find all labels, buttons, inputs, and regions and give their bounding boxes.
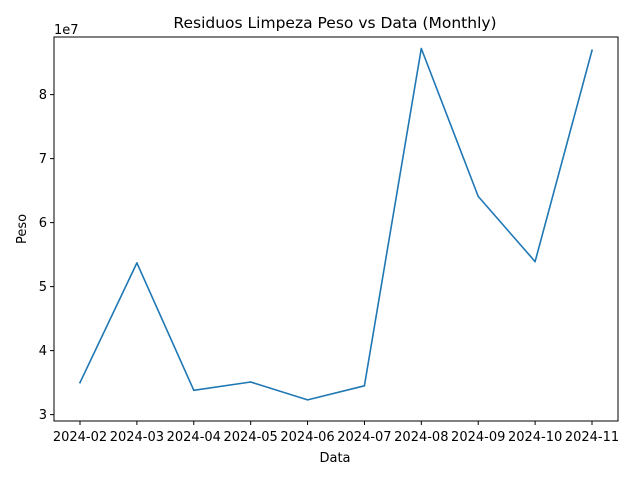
y-axis-label: Peso — [15, 214, 30, 244]
y-offset-label: 1e7 — [54, 23, 79, 38]
data-point — [306, 399, 309, 401]
y-tick-label: 7 — [39, 152, 47, 167]
x-tick-label: 2024-08 — [394, 430, 448, 445]
data-point — [249, 381, 252, 383]
x-tick-label: 2024-09 — [451, 430, 505, 445]
series-line — [78, 47, 593, 401]
data-point — [79, 381, 81, 384]
plot-area-frame — [53, 36, 619, 422]
data-point — [591, 49, 593, 52]
data-point — [363, 385, 366, 387]
data-point — [136, 262, 138, 264]
y-tick-label: 5 — [39, 280, 47, 295]
x-tick-label: 2024-04 — [167, 430, 221, 445]
x-tick-label: 2024-05 — [224, 430, 278, 445]
y-tick-label: 8 — [39, 88, 47, 103]
x-tick-label: 2024-06 — [280, 430, 334, 445]
y-tick-label: 4 — [39, 344, 47, 359]
x-axis-label: Data — [319, 451, 350, 466]
data-point — [420, 47, 423, 50]
x-tick-label: 2024-02 — [53, 430, 107, 445]
x-tick-label: 2024-11 — [565, 430, 619, 445]
chart-title: Residuos Limpeza Peso vs Data (Monthly) — [173, 14, 496, 32]
x-tick-label: 2024-03 — [110, 430, 164, 445]
data-point — [192, 389, 195, 392]
data-point — [477, 195, 480, 198]
y-tick-label: 3 — [39, 408, 47, 423]
data-point — [534, 260, 536, 263]
y-axis-ticks: 3 4 5 6 7 8 — [39, 88, 54, 423]
y-tick-label: 6 — [39, 216, 47, 231]
series-lines — [78, 47, 593, 401]
x-axis-ticks: 2024-02 2024-03 2024-04 2024-05 2024-06 2024-… — [53, 421, 619, 445]
x-tick-label: 2024-07 — [337, 430, 391, 445]
x-tick-label: 2024-10 — [508, 430, 562, 445]
